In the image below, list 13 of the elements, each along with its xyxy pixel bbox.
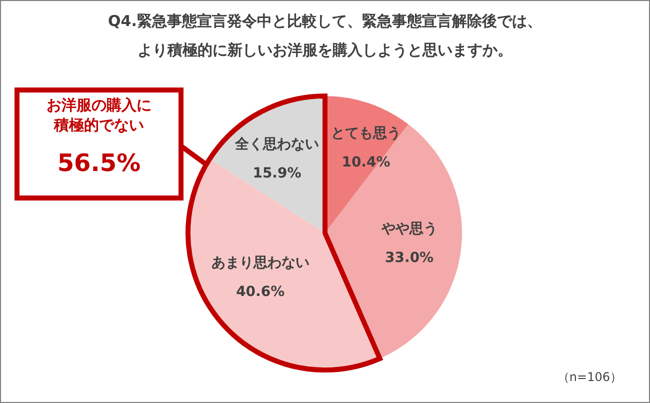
slice-label: あまり思わない xyxy=(211,254,310,271)
data-label: 10.4% xyxy=(342,154,390,170)
data-label: 33.0% xyxy=(385,250,434,266)
data-label: 40.6% xyxy=(236,284,285,300)
text: （n=106） xyxy=(557,370,622,384)
slice-label: 全く思わない xyxy=(234,136,319,152)
text: お洋服の購入に積極的でない xyxy=(46,96,152,134)
slice-label: とても思う xyxy=(331,125,401,142)
data-label: 15.9% xyxy=(252,165,302,182)
text: 56.5% xyxy=(57,149,141,177)
pie-slice xyxy=(325,124,462,359)
chart-title: Q4.緊急事態宣言発令中と比較して、緊急事態宣言解除後では、より積極的に新しいお洋服を購入しようと思いますか。 xyxy=(108,12,542,59)
slice-label: やや思う xyxy=(380,221,438,238)
